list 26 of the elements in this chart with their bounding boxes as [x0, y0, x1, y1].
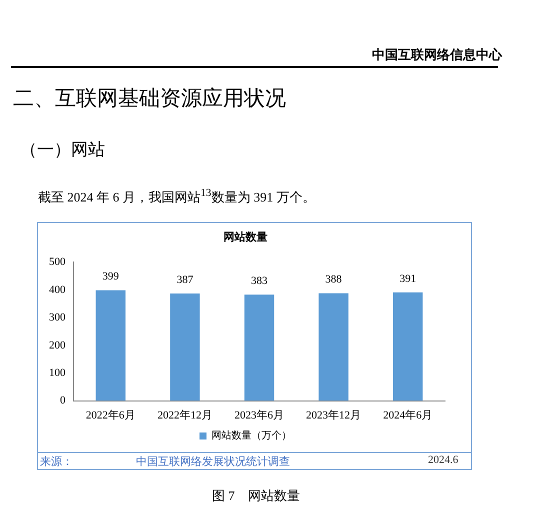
y-tick-label: 300 — [49, 312, 66, 324]
y-tick-label: 500 — [49, 256, 66, 268]
text: （一）网站 — [20, 139, 105, 161]
text: 截至 2024 年 6 月，我国网站$^{13}$数量为 391 万个。 — [38, 187, 316, 206]
y-tick-label: 100 — [49, 366, 66, 379]
chart-title: 网站数量 — [224, 230, 268, 244]
y-tick-label: 200 — [49, 339, 66, 352]
data-label: 391 — [400, 272, 416, 285]
x-tick-label: 2022年12月 — [157, 409, 212, 422]
x-tick-label: 2024年6月 — [383, 409, 433, 422]
y-tick-label: 400 — [49, 284, 66, 296]
y-tick-label: 0 — [60, 394, 66, 407]
legend-label: 网站数量（万个） — [212, 430, 292, 442]
data-label: 388 — [325, 274, 342, 286]
text: 中国互联网络信息中心 — [372, 46, 502, 64]
data-label: 387 — [176, 274, 194, 286]
text: 二、互联网基础资源应用状况 — [13, 85, 286, 112]
data-label: 383 — [251, 275, 268, 288]
x-tick-label: 2022年6月 — [86, 409, 136, 422]
caption: 图 7 网站数量 — [212, 487, 300, 505]
data-label: 399 — [102, 270, 120, 283]
x-tick-label: 2023年12月 — [306, 409, 362, 422]
source-note: 来源： — [40, 455, 73, 469]
text: 中国互联网络发展状况统计调查 — [136, 454, 290, 469]
x-tick-label: 2023年6月 — [234, 409, 284, 422]
text: 2024.6 — [428, 454, 458, 466]
